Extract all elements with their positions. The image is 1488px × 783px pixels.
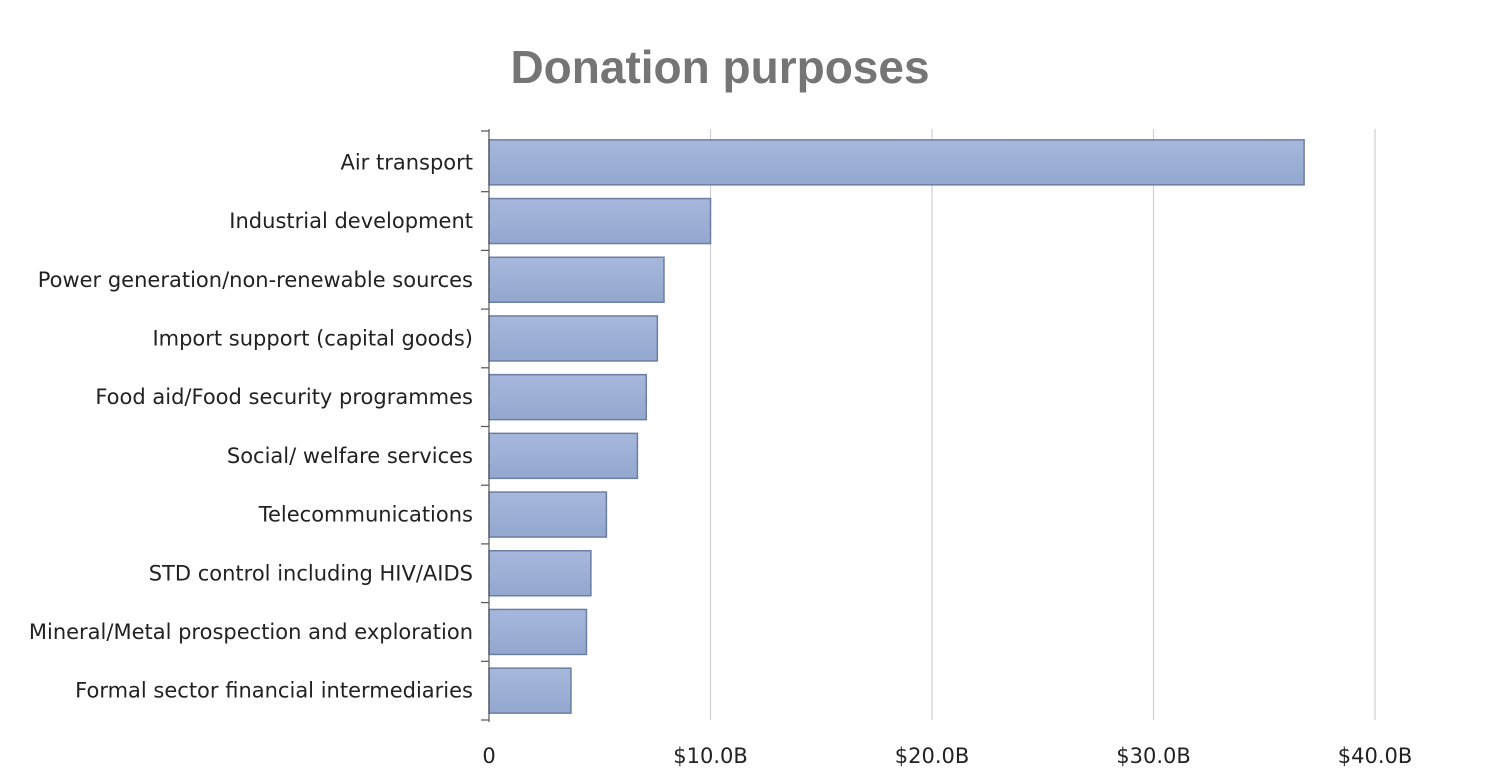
- bar[interactable]: [488, 315, 659, 362]
- category-labels: Air transport Industrial development Power…: [29, 150, 473, 702]
- bar[interactable]: [488, 197, 712, 245]
- y-axis: [481, 129, 490, 722]
- category-label: Industrial development: [229, 209, 473, 233]
- category-label: Mineral/Metal prospection and exploratio…: [29, 620, 473, 644]
- bar[interactable]: [488, 432, 639, 480]
- bar[interactable]: [488, 139, 1305, 186]
- category-label: Telecommunications: [258, 503, 473, 527]
- x-tick-label: $10.0B: [673, 744, 748, 768]
- bar[interactable]: [488, 373, 648, 421]
- category-label: Import support (capital goods): [152, 326, 473, 350]
- category-label: Food aid/Food security programmes: [95, 385, 473, 409]
- x-tick-label: $30.0B: [1116, 744, 1191, 768]
- gridlines: [709, 129, 1376, 720]
- bar[interactable]: [488, 550, 592, 597]
- category-label: STD control including HIV/AIDS: [149, 561, 473, 585]
- bars: [488, 139, 1305, 714]
- bar[interactable]: [488, 256, 665, 303]
- category-label: Formal sector financial intermediaries: [75, 679, 473, 703]
- x-tick-label: $20.0B: [895, 744, 970, 768]
- x-tick-label: $40.0B: [1338, 744, 1413, 768]
- bar[interactable]: [488, 667, 572, 714]
- x-axis-tick-labels: 0 $10.0B $20.0B $30.0B $40.0B: [482, 744, 1412, 768]
- x-tick-label: 0: [482, 744, 495, 768]
- bar[interactable]: [488, 491, 608, 538]
- category-label: Power generation/non-renewable sources: [38, 268, 473, 292]
- category-label: Social/ welfare services: [227, 444, 473, 468]
- category-label: Air transport: [340, 150, 473, 174]
- chart-title: Donation purposes: [510, 41, 929, 93]
- bar[interactable]: [488, 608, 588, 656]
